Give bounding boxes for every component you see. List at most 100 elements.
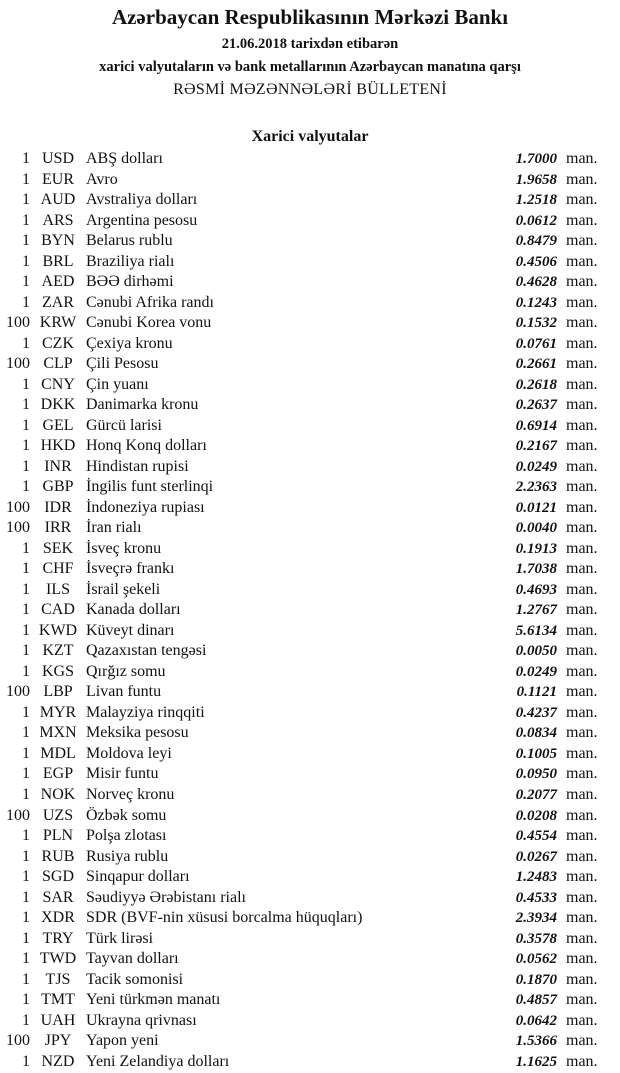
currency-code: GBP (42, 478, 74, 496)
unit-label: man. (566, 868, 598, 886)
currency-code: SEK (42, 539, 74, 557)
currency-name: Meksika pesosu (86, 724, 189, 742)
currency-code: LBP (43, 683, 73, 701)
exchange-rate: 0.0562 (515, 951, 557, 968)
currency-name: Çexiya kronu (86, 334, 173, 352)
currency-name: Danimarka kronu (86, 396, 199, 414)
unit-label: man. (566, 1032, 598, 1050)
currency-name: Cənubi Afrika randı (86, 293, 214, 311)
exchange-rate: 0.1532 (515, 315, 557, 332)
table-row: 1 CNY Çin yuanı 0.2618 man. (0, 375, 620, 396)
currency-amount: 1 (22, 991, 30, 1009)
unit-label: man. (566, 950, 598, 968)
currency-amount: 1 (22, 724, 30, 742)
table-row: 100 IRR İran rialı 0.0040 man. (0, 518, 620, 539)
currency-amount: 100 (6, 806, 30, 824)
currency-amount: 1 (22, 560, 30, 578)
currency-name: Yeni türkmən manatı (86, 991, 221, 1009)
currency-amount: 1 (22, 150, 30, 167)
currency-name: Avro (86, 170, 118, 188)
unit-label: man. (566, 888, 598, 906)
currency-name: Çin yuanı (86, 375, 149, 393)
bulletin-title: RƏSMİ MƏZƏNNƏLƏRİ BÜLLETENİ (173, 81, 447, 98)
unit-label: man. (566, 539, 598, 557)
unit-label: man. (566, 314, 598, 332)
table-row: 1 KZT Qazaxıstan tengəsi 0.0050 man. (0, 641, 620, 662)
exchange-rate: 0.2167 (515, 438, 557, 455)
exchange-rate: 0.2618 (515, 376, 557, 393)
currency-amount: 1 (22, 252, 30, 270)
currency-code: CLP (43, 355, 73, 373)
currency-code: BYN (41, 232, 75, 250)
currency-amount: 1 (22, 293, 30, 311)
table-row: 1 NOK Norveç kronu 0.2077 man. (0, 785, 620, 806)
rates-table: 1 USD ABŞ dolları 1.7000 man. 1 EUR Avro 1.9658 m… (0, 149, 620, 1072)
currency-name: Özbək somu (86, 806, 167, 824)
table-row: 1 ILS İsrail şekeli 0.4693 man. (0, 580, 620, 601)
exchange-rate: 0.0834 (515, 725, 557, 742)
currency-code: NZD (41, 1052, 75, 1070)
currency-code: GEL (42, 416, 74, 434)
currency-code: HKD (40, 437, 76, 455)
currency-code: CHF (42, 560, 74, 578)
currency-code: TWD (39, 950, 77, 968)
table-row: 1 CHF İsveçrə frankı 1.7038 man. (0, 559, 620, 580)
exchange-rate: 0.4533 (515, 889, 557, 906)
currency-amount: 1 (22, 211, 30, 229)
currency-code: CAD (41, 601, 75, 619)
exchange-rate: 0.0642 (515, 1012, 557, 1029)
currency-amount: 1 (22, 232, 30, 250)
unit-label: man. (566, 191, 598, 209)
currency-code: SGD (41, 868, 74, 886)
currency-name: Argentina pesosu (86, 211, 198, 229)
table-row: 1 UAH Ukrayna qrivnası 0.0642 man. (0, 1011, 620, 1032)
currency-amount: 1 (22, 744, 30, 762)
exchange-rate: 0.4857 (515, 992, 557, 1009)
exchange-rate: 1.2767 (515, 602, 557, 619)
currency-code: CNY (41, 375, 75, 393)
unit-label: man. (566, 334, 598, 352)
currency-amount: 1 (22, 621, 30, 639)
unit-label: man. (566, 150, 598, 167)
unit-label: man. (566, 375, 598, 393)
currency-code: KWD (38, 621, 78, 639)
unit-label: man. (566, 170, 598, 188)
currency-name: İsveç kronu (86, 539, 162, 557)
table-row: 1 ZAR Cənubi Afrika randı 0.1243 man. (0, 293, 620, 314)
currency-code: JPY (44, 1032, 72, 1050)
unit-label: man. (566, 621, 598, 639)
currency-code: MYR (39, 703, 77, 721)
unit-label: man. (566, 662, 598, 680)
table-row: 100 LBP Livan funtu 0.1121 man. (0, 682, 620, 703)
table-row: 100 KRW Cənubi Korea vonu 0.1532 man. (0, 313, 620, 334)
bank-title: Azərbaycan Respublikasının Mərkəzi Bankı (111, 5, 509, 29)
unit-label: man. (566, 560, 598, 578)
currency-amount: 1 (22, 827, 30, 845)
currency-name: Livan funtu (86, 683, 162, 701)
exchange-rate: 0.2661 (515, 356, 557, 373)
currency-code: AED (41, 273, 75, 291)
exchange-rate: 1.5366 (515, 1033, 557, 1050)
currency-amount: 1 (22, 170, 30, 188)
unit-label: man. (566, 416, 598, 434)
currency-amount: 1 (22, 396, 30, 414)
currency-amount: 1 (22, 847, 30, 865)
currency-name: Misir funtu (86, 765, 159, 783)
unit-label: man. (566, 806, 598, 824)
currency-code: IRR (44, 519, 72, 537)
unit-label: man. (566, 1011, 598, 1029)
exchange-rate: 0.4554 (515, 828, 557, 845)
exchange-rate: 0.4237 (515, 704, 557, 721)
exchange-rate: 0.1913 (515, 540, 557, 557)
unit-label: man. (566, 642, 598, 660)
unit-label: man. (566, 991, 598, 1009)
currency-code: MDL (40, 744, 76, 762)
currency-code: TMT (41, 991, 75, 1009)
table-row: 1 HKD Honq Konq dolları 0.2167 man. (0, 436, 620, 457)
currency-code: CZK (42, 334, 74, 352)
table-row: 1 DKK Danimarka kronu 0.2637 man. (0, 395, 620, 416)
currency-name: Kanada dolları (86, 601, 181, 619)
exchange-rate: 1.2518 (515, 192, 557, 209)
unit-label: man. (566, 785, 598, 803)
subtitle: xarici valyutaların və bank metallarının… (99, 59, 521, 75)
